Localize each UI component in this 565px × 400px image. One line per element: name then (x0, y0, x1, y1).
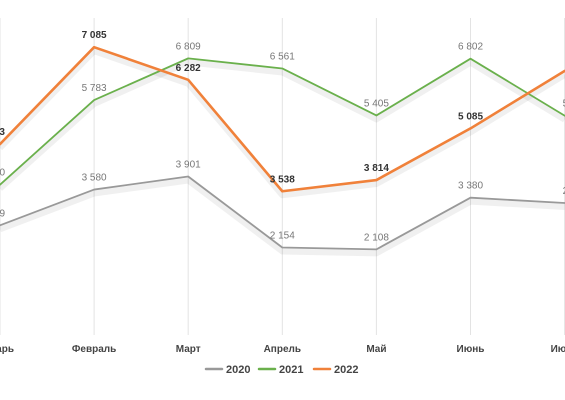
data-label-2022-5: 3 814 (364, 163, 389, 174)
x-tick-6: Июнь (457, 344, 485, 355)
legend-label-2022: 2022 (334, 364, 358, 376)
data-label-2022-3: 6 282 (176, 63, 201, 74)
x-tick-1: арь (0, 344, 14, 355)
data-label-2021-7: 5 (563, 99, 565, 110)
x-tick-2: Февраль (72, 344, 116, 355)
data-label-2020-2: 3 580 (82, 173, 107, 184)
data-label-2020-3: 3 901 (176, 160, 201, 171)
series-shadows (0, 48, 565, 257)
data-label-2021-4: 6 561 (270, 51, 295, 62)
data-label-2022-4: 3 538 (270, 174, 295, 185)
data-label-2021-5: 5 405 (364, 98, 389, 109)
data-label-2022-6: 5 085 (458, 111, 483, 122)
data-label-2021-3: 6 809 (176, 41, 201, 52)
data-label-2020-6: 3 380 (458, 181, 483, 192)
data-label-2020-5: 2 108 (364, 232, 389, 243)
legend-item-2021: 2021 (257, 364, 303, 376)
series-shadow-2020 (0, 177, 565, 257)
data-label-2021-6: 6 802 (458, 42, 483, 53)
series-shadow-2021 (0, 59, 565, 191)
legend-label-2020: 2020 (226, 364, 250, 376)
x-tick-7: Ию (551, 344, 565, 355)
data-label-2022-2: 7 085 (82, 30, 107, 41)
legend-item-2020: 2020 (204, 364, 250, 376)
data-label-2020-4: 2 154 (270, 230, 295, 241)
data-label-2021-1: 0 (0, 168, 5, 179)
legend-item-2022: 2022 (312, 364, 358, 376)
series-lines (0, 45, 565, 251)
legend-label-2021: 2021 (279, 364, 303, 376)
data-label-2020-7: 2 (563, 186, 565, 197)
series-line-2021 (0, 57, 565, 186)
x-axis-ticks: арь Февраль Март Апрель Май Июнь Ию (0, 344, 565, 355)
series-line-2022 (0, 45, 565, 193)
x-tick-5: Май (366, 344, 386, 355)
data-label-2020-1: 9 (0, 208, 5, 219)
data-label-2021-2: 5 783 (82, 83, 107, 94)
series-line-2020 (0, 175, 565, 251)
x-tick-4: Апрель (264, 344, 301, 355)
x-tick-3: Март (176, 344, 201, 355)
legend: 2020 2021 2022 (204, 364, 358, 376)
series-shadow-2022 (0, 48, 565, 199)
data-labels: 9 3 580 3 901 2 154 2 108 3 380 2 0 5 783 6 809 6 … (0, 30, 565, 243)
data-label-2022-1: 93 (0, 127, 5, 138)
